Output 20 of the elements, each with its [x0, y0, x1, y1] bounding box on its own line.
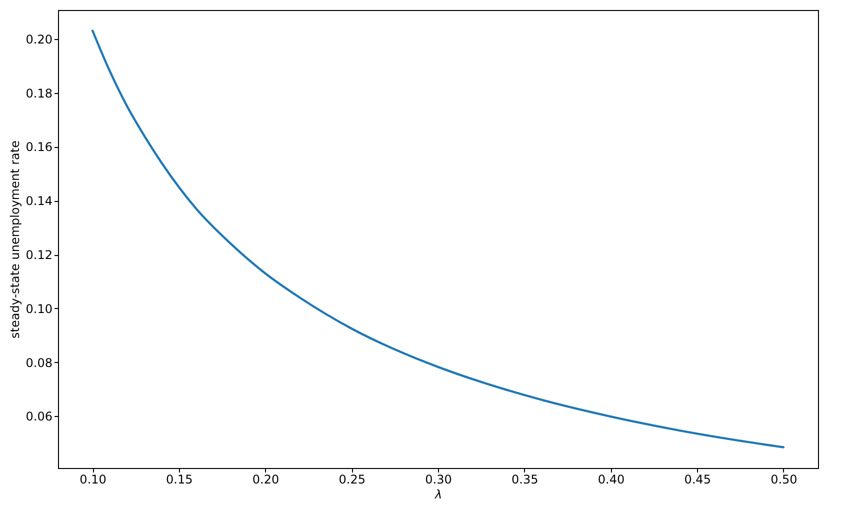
x-axis-title: λ [434, 488, 442, 502]
y-tick-label: 0.06 [26, 410, 52, 424]
x-tick-label: 0.35 [512, 472, 538, 486]
line-series [91, 30, 785, 448]
y-tick-label: 0.16 [26, 140, 52, 154]
x-tick-label: 0.20 [252, 472, 280, 486]
x-tick-label: 0.25 [338, 472, 366, 486]
y-tick-label: 0.10 [26, 302, 52, 316]
x-tick-label: 0.45 [684, 472, 711, 486]
x-tick-label: 0.50 [770, 472, 798, 486]
x-tick-label: 0.15 [166, 472, 193, 486]
y-tick-label: 0.08 [26, 356, 52, 370]
x-tick-label: 0.10 [80, 472, 106, 486]
y-tick-label: 0.20 [26, 32, 52, 46]
y-tick-label: 0.18 [26, 86, 52, 100]
x-tick-label: 0.30 [425, 472, 452, 486]
y-axis-title: steady-state unemployment rate [8, 140, 22, 338]
y-tick-label: 0.12 [26, 248, 52, 262]
y-tick-label: 0.14 [26, 194, 52, 208]
x-tick-label: 0.40 [598, 472, 625, 486]
